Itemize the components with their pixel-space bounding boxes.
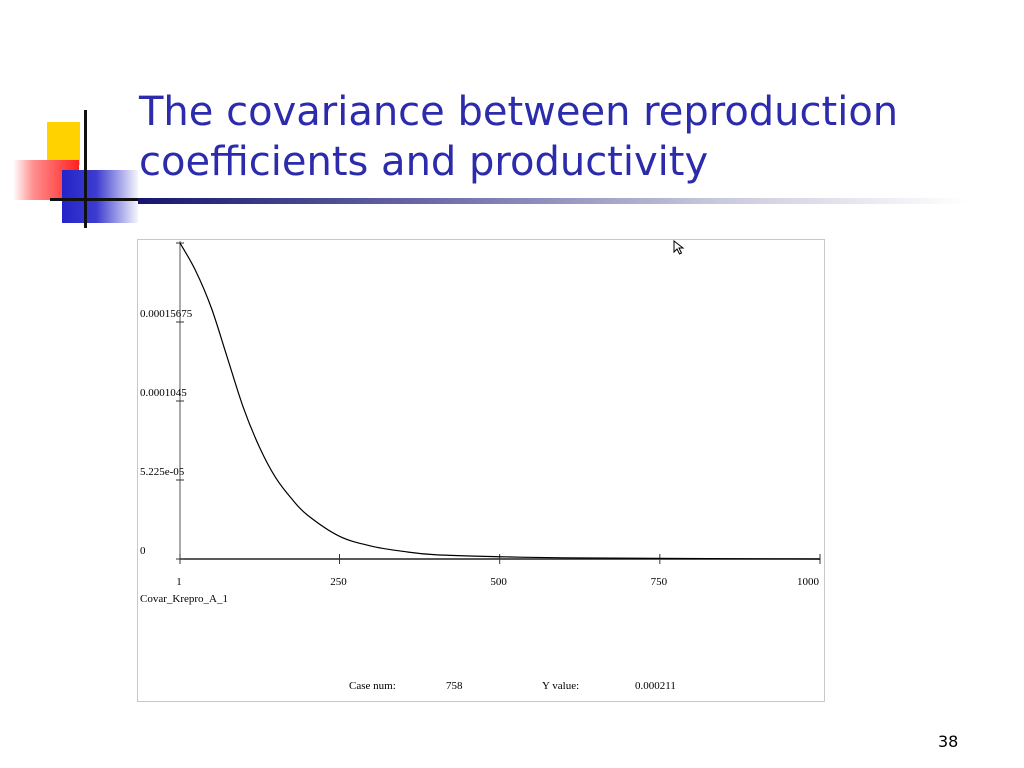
series-line-covar-krepro-a-1	[179, 242, 821, 560]
slide-title-line-1: The covariance between reproduction	[139, 89, 899, 135]
title-underline	[138, 198, 968, 204]
decor-horizontal-line	[50, 198, 143, 201]
y-tick-label: 0	[140, 545, 146, 557]
slide-title-line-2: coefficients and productivity	[139, 139, 709, 185]
decor-blue-square	[62, 170, 138, 223]
x-tick-label: 1	[176, 576, 182, 588]
chart-panel[interactable]: 0 5.225e-05 0.0001045 0.00015675 0.000209 1 25…	[137, 239, 825, 702]
y-value-label: Y value:	[542, 680, 580, 692]
x-tick-label: 500	[490, 576, 507, 588]
case-num-label: Case num:	[349, 680, 396, 692]
y-tick-label: 0.00015675	[140, 308, 193, 320]
mouse-cursor-icon	[673, 240, 685, 255]
x-tick-label: 750	[651, 576, 668, 588]
slide-title: The covariance between reproduction coef…	[139, 87, 999, 187]
decor-yellow-square	[47, 122, 80, 165]
x-tick-label: 1000	[797, 576, 820, 588]
slide-number: 38	[938, 732, 959, 751]
series-label: Covar_Krepro_A_1	[140, 593, 228, 605]
case-num-value: 758	[446, 680, 463, 692]
y-value-readout: 0.000211	[635, 680, 676, 692]
x-tick-label: 250	[330, 576, 347, 588]
y-tick-label: 0.000209	[140, 240, 182, 241]
covariance-chart: 0 5.225e-05 0.0001045 0.00015675 0.000209 1 25…	[140, 240, 821, 605]
y-tick-label: 0.0001045	[140, 387, 187, 399]
decor-vertical-line	[84, 110, 87, 228]
y-tick-label: 5.225e-05	[140, 466, 185, 478]
